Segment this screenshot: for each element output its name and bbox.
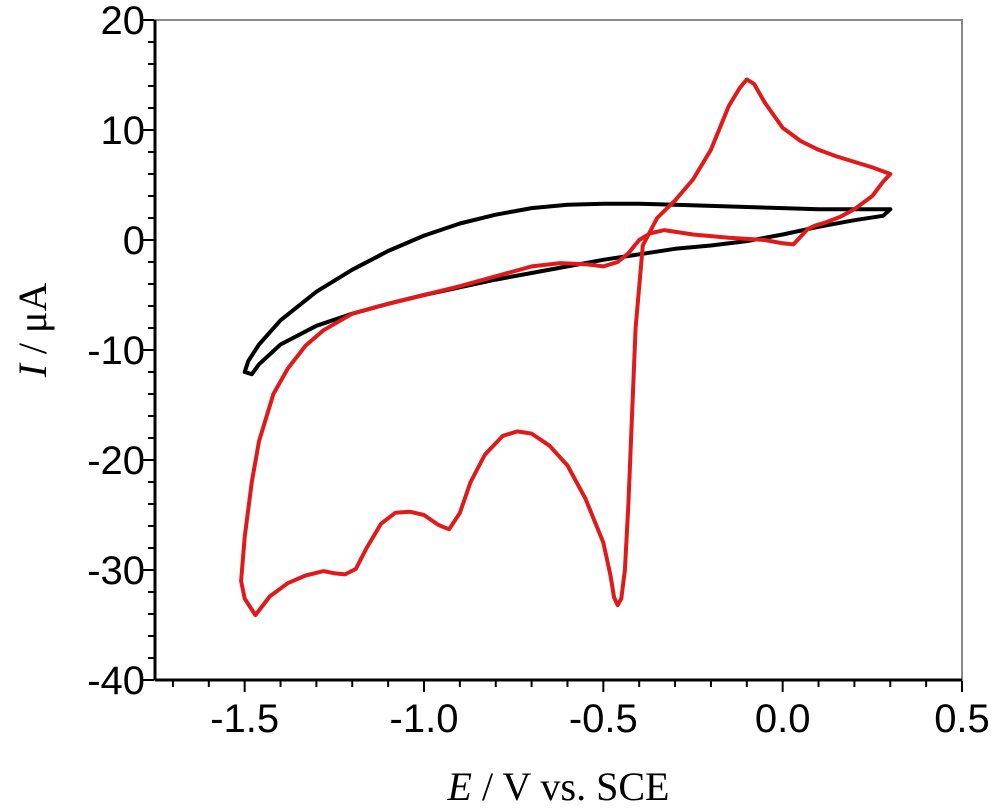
y-tick-label: -20	[87, 439, 145, 483]
x-axis-label-unit: / V vs. SCE	[472, 764, 669, 809]
y-tick-label: 0	[123, 219, 145, 263]
x-axis-label-symbol: E	[447, 764, 472, 809]
data-curves	[239, 77, 893, 618]
x-axis-label: E / V vs. SCE	[447, 764, 670, 809]
y-tick-labels: -40 -30 -20 -10 0 10 20	[87, 0, 145, 703]
x-tick-label: -0.5	[569, 697, 638, 741]
y-tick-label: -40	[87, 659, 145, 703]
y-axis-label: I / μA	[10, 283, 55, 379]
x-tick-label: 0.0	[755, 697, 811, 741]
x-tick-label: 0.5	[934, 697, 990, 741]
y-tick-label: 20	[101, 0, 146, 43]
y-tick-label: 10	[101, 109, 146, 153]
y-tick-label: -10	[87, 329, 145, 373]
series-2-line	[239, 77, 893, 618]
y-axis-label-unit: / μA	[10, 283, 55, 365]
y-axis-label-symbol: I	[10, 362, 55, 378]
x-tick-label: -1.5	[210, 697, 279, 741]
x-tick-labels: -1.5 -1.0 -0.5 0.0 0.5	[210, 697, 990, 741]
y-tick-label: -30	[87, 549, 145, 593]
series-1-line	[242, 201, 893, 377]
x-tick-label: -1.0	[390, 697, 459, 741]
